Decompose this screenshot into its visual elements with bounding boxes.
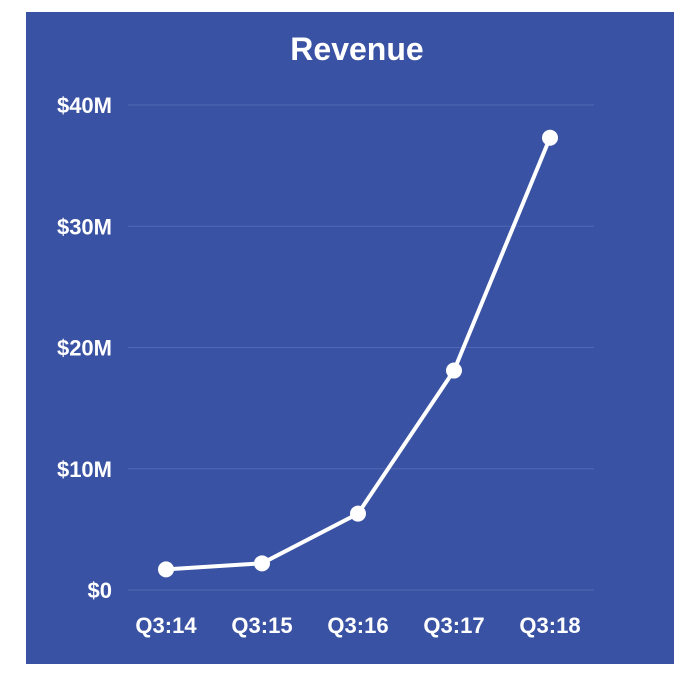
x-tick-label: Q3:14 bbox=[135, 613, 197, 638]
x-tick-label: Q3:16 bbox=[327, 613, 388, 638]
data-point bbox=[158, 561, 174, 578]
x-tick-label: Q3:17 bbox=[423, 613, 484, 638]
data-point bbox=[254, 555, 270, 572]
chart-panel bbox=[26, 12, 674, 664]
data-point bbox=[350, 505, 366, 522]
y-tick-label: $0 bbox=[88, 578, 112, 603]
series-line bbox=[165, 136, 552, 572]
y-tick-label: $30M bbox=[57, 214, 112, 239]
x-tick-label: Q3:18 bbox=[519, 613, 580, 638]
y-tick-label: $10M bbox=[57, 457, 112, 482]
chart-title: Revenue bbox=[290, 31, 423, 67]
data-point bbox=[446, 362, 462, 379]
x-axis-labels: Q3:14 Q3:15 Q3:16 Q3:17 Q3:18 bbox=[135, 613, 580, 638]
y-tick-label: $20M bbox=[57, 336, 112, 361]
y-tick-label: $40M bbox=[57, 93, 112, 118]
y-axis-labels: $0 $10M $20M $30M $40M bbox=[57, 93, 112, 603]
grid-lines bbox=[128, 104, 594, 591]
series-layer bbox=[158, 129, 558, 578]
data-point bbox=[542, 129, 558, 146]
x-tick-label: Q3:15 bbox=[231, 613, 292, 638]
